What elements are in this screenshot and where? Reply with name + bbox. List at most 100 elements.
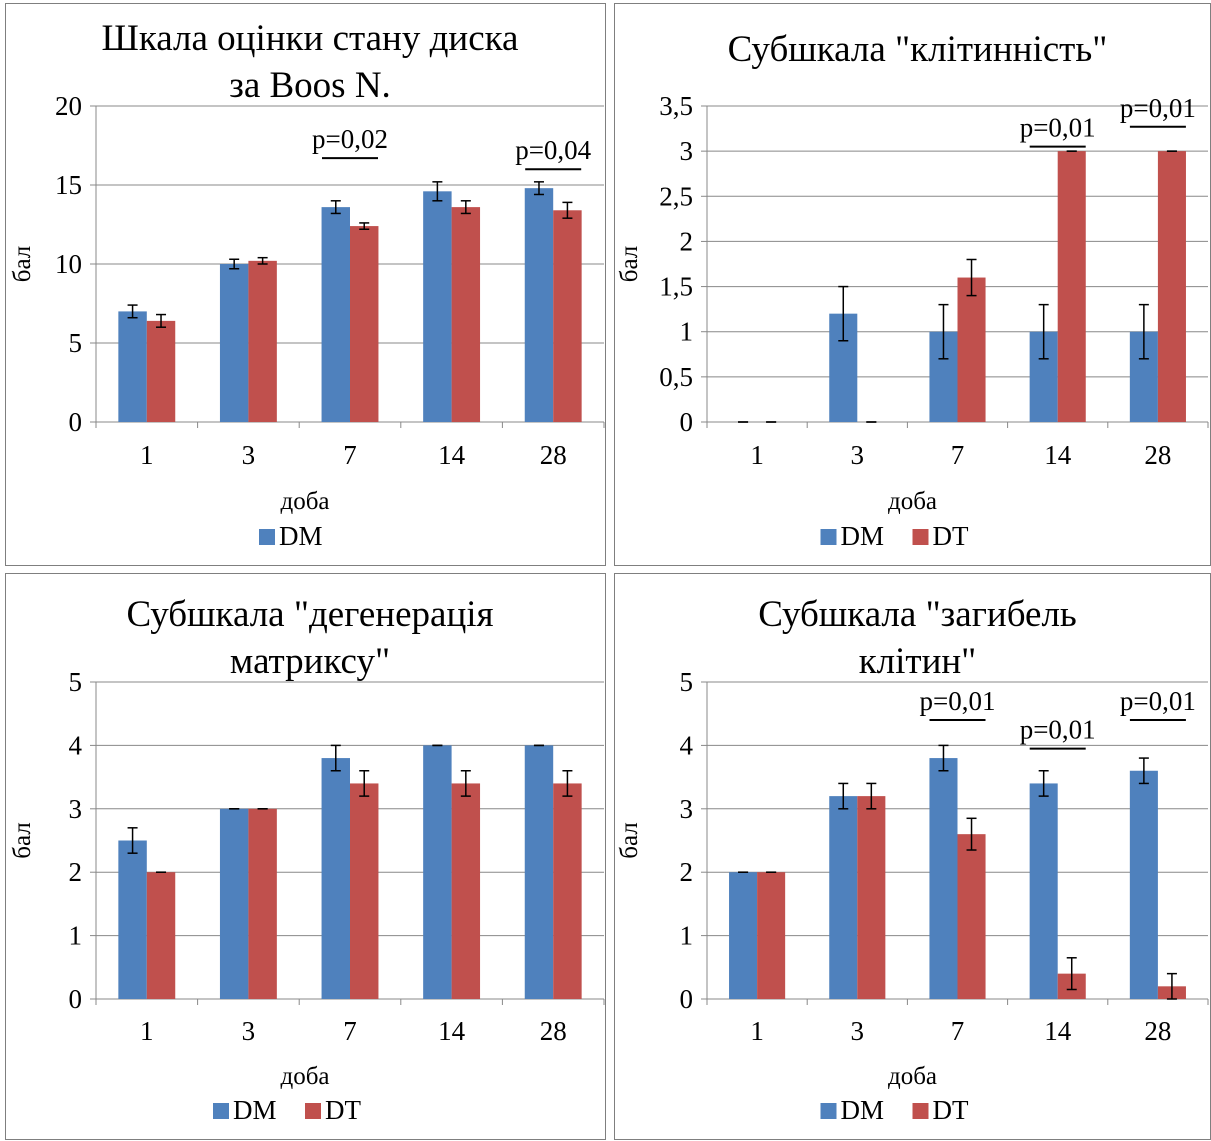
y-tick-label: 0: [680, 407, 694, 437]
y-tick-label: 1: [680, 317, 694, 347]
legend-label-dt: DT: [933, 1095, 969, 1125]
chart-title: клітин": [859, 641, 977, 682]
legend-label-dm: DM: [841, 521, 885, 551]
bar-dm: [118, 840, 147, 999]
y-tick-label: 2: [680, 226, 694, 256]
legend-label-dt: DT: [933, 521, 969, 551]
x-tick-label: 7: [951, 440, 965, 470]
legend-label-dm: DM: [841, 1095, 885, 1125]
bar-dm: [929, 758, 958, 999]
bar-dt: [553, 783, 582, 999]
y-tick-label: 2: [69, 857, 83, 887]
y-tick-label: 0: [69, 407, 83, 437]
significance-label: p=0,01: [920, 686, 996, 716]
x-tick-label: 7: [951, 1016, 965, 1046]
x-tick-label: 14: [438, 1016, 466, 1046]
bar-dt: [248, 808, 277, 999]
bar-dm: [321, 207, 350, 422]
y-axis-label: бал: [9, 822, 36, 859]
x-tick-label: 1: [750, 440, 764, 470]
legend-label-dt: DT: [325, 1095, 361, 1125]
significance-label: p=0,01: [1020, 113, 1096, 143]
bar-dm: [1029, 783, 1058, 999]
x-tick-label: 3: [851, 440, 865, 470]
x-tick-label: 1: [140, 1016, 154, 1046]
bar-dt: [757, 872, 786, 999]
legend-swatch-dm: [820, 529, 837, 545]
legend-swatch-dt: [305, 1103, 321, 1119]
y-tick-label: 0,5: [659, 362, 693, 392]
chart-svg: Субшкала "клітинність" 0 0,5 1 1,5 2 2,5 3 3,5 1 3…: [616, 29, 1209, 551]
legend-swatch-dt: [912, 529, 929, 545]
bar-dt: [350, 226, 379, 422]
y-tick-label: 3: [680, 136, 694, 166]
chart-title: Шкала оцінки стану диска: [102, 18, 519, 59]
bar-dt: [451, 207, 481, 422]
y-tick-label: 10: [55, 249, 82, 279]
chart-panel-matrix-degeneration: Субшкала "дегенерація матриксу" 0 1 2 3 4 5 1 3 7 1…: [5, 573, 606, 1140]
y-tick-label: 2,5: [659, 181, 693, 211]
y-tick-label: 5: [69, 667, 83, 697]
bar-dt: [451, 783, 481, 999]
bar-dt: [553, 210, 582, 422]
chart-title: матриксу": [230, 641, 390, 682]
y-tick-label: 20: [55, 91, 82, 121]
bar-dm: [321, 758, 350, 999]
bar-dt: [957, 277, 986, 422]
chart-panel-cell-death: Субшкала "загибель клітин" 0 1 2 3 4 5 1 3 7 14 28 p=…: [614, 573, 1211, 1140]
y-axis-label: бал: [616, 246, 643, 283]
y-tick-label: 1,5: [659, 272, 693, 302]
bar-dm: [829, 796, 858, 999]
x-tick-label: 14: [1044, 440, 1072, 470]
bar-dm: [1129, 770, 1158, 999]
x-axis-label: доба: [280, 1063, 329, 1090]
bar-dt: [1057, 151, 1086, 422]
x-axis-label: доба: [888, 488, 937, 515]
x-tick-label: 1: [750, 1016, 764, 1046]
significance-label: p=0,04: [515, 135, 591, 165]
y-tick-label: 4: [680, 730, 694, 760]
y-tick-label: 5: [69, 328, 83, 358]
chart-title: за Boos N.: [229, 65, 391, 106]
y-tick-label: 2: [680, 857, 694, 887]
y-tick-label: 5: [680, 667, 694, 697]
bar-dm: [423, 745, 452, 999]
bar-dm: [219, 808, 249, 999]
x-axis-label: доба: [280, 488, 329, 515]
bar-dm: [524, 745, 554, 999]
bar-dm: [729, 872, 758, 999]
chart-panel-boos-scale: Шкала оцінки стану диска за Boos N. 0 5 10 15…: [5, 3, 606, 566]
legend-swatch-dt: [912, 1103, 929, 1119]
bar-dm: [524, 188, 554, 422]
bar-dt: [350, 783, 379, 999]
y-tick-label: 3,5: [659, 91, 693, 121]
x-tick-label: 3: [242, 440, 256, 470]
bar-dt: [146, 320, 176, 422]
x-tick-label: 28: [1144, 440, 1171, 470]
bar-dt: [248, 260, 277, 422]
x-tick-label: 7: [343, 1016, 357, 1046]
chart-panel-cellularity: Субшкала "клітинність" 0 0,5 1 1,5 2 2,5 3 3,5 1 3…: [614, 3, 1211, 566]
x-tick-label: 14: [438, 440, 466, 470]
x-tick-label: 28: [540, 440, 567, 470]
y-tick-label: 0: [69, 984, 83, 1014]
legend-swatch-dm: [820, 1103, 837, 1119]
legend-label-dm: DM: [279, 521, 323, 551]
significance-label: p=0,01: [1020, 715, 1096, 745]
legend-swatch-dm: [213, 1103, 229, 1119]
x-tick-label: 1: [140, 440, 154, 470]
chart-title: Субшкала "клітинність": [728, 29, 1108, 70]
bar-dt: [1157, 151, 1186, 422]
bar-dm: [219, 264, 249, 422]
legend-swatch-dm: [259, 529, 275, 545]
bar-dm: [423, 191, 452, 422]
significance-label: p=0,02: [312, 124, 388, 154]
x-axis-label: доба: [888, 1063, 937, 1090]
y-axis-label: бал: [9, 246, 36, 283]
chart-title: Субшкала "дегенерація: [126, 594, 493, 635]
y-tick-label: 0: [680, 984, 694, 1014]
y-tick-label: 1: [680, 921, 694, 951]
chart-title: Субшкала "загибель: [758, 594, 1077, 635]
x-tick-label: 28: [1144, 1016, 1171, 1046]
